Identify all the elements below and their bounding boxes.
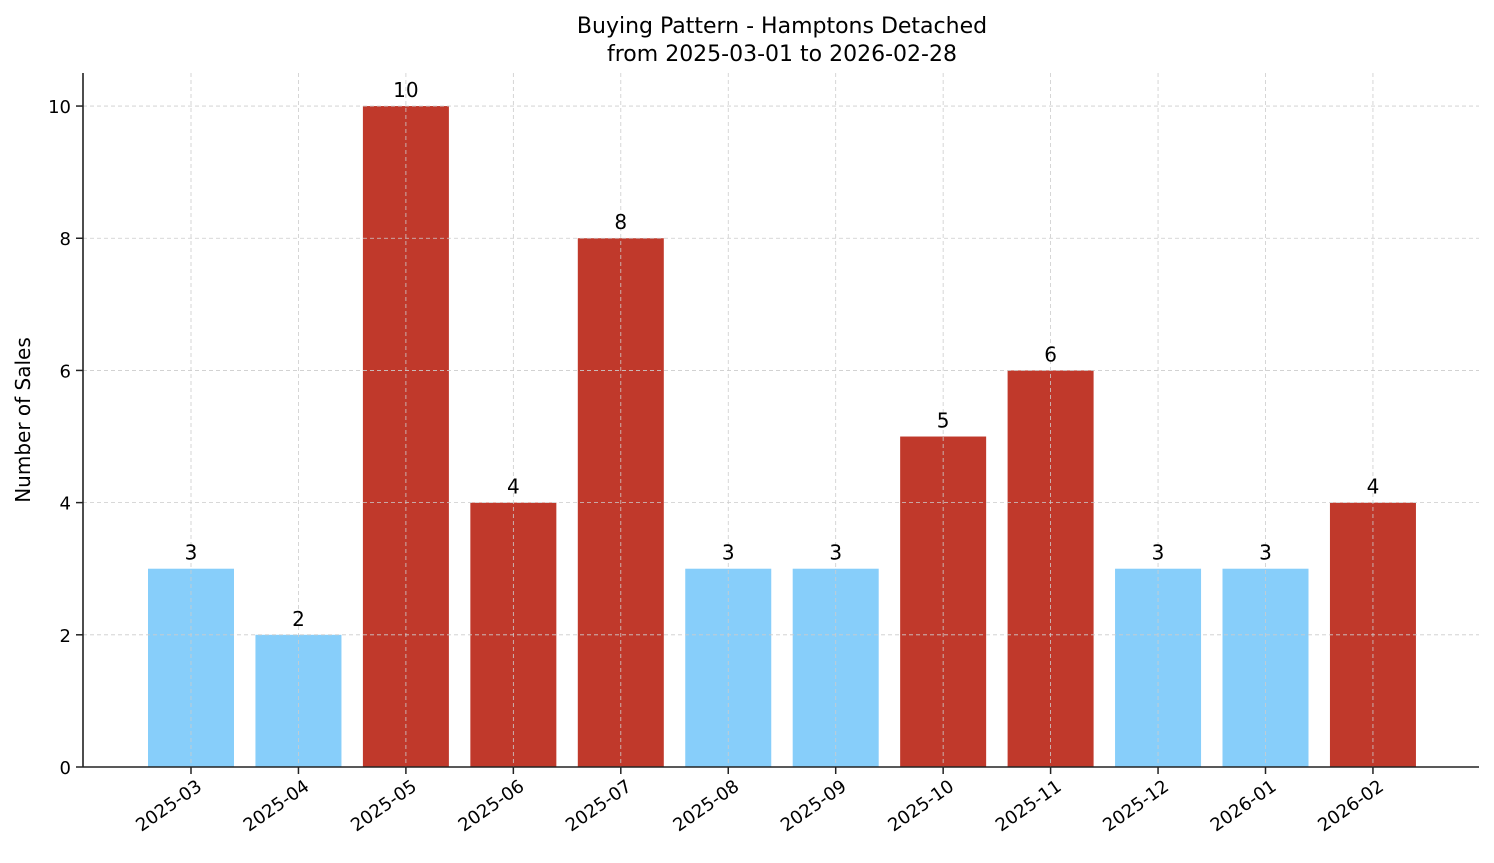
x-tick-label: 2025-04 (240, 776, 314, 836)
x-tick-label: 2025-08 (669, 776, 743, 836)
data-label: 4 (507, 475, 520, 499)
data-label: 4 (1367, 475, 1380, 499)
x-tick-label: 2025-07 (562, 776, 636, 836)
y-tick-label: 6 (60, 361, 71, 382)
data-label: 6 (1044, 342, 1057, 366)
data-label: 3 (722, 541, 735, 565)
x-tick-label: 2025-11 (992, 776, 1066, 836)
y-axis-label: Number of Sales (11, 337, 35, 503)
x-tick-label: 2025-12 (1099, 776, 1173, 836)
y-tick-label: 4 (60, 494, 71, 515)
x-tick-label: 2025-03 (132, 776, 206, 836)
x-tick-label: 2025-05 (347, 776, 421, 836)
data-label: 3 (1152, 541, 1165, 565)
x-tick-label: 2025-09 (777, 776, 851, 836)
y-tick-label: 0 (60, 758, 71, 779)
data-label: 10 (393, 78, 418, 102)
data-label: 3 (1259, 541, 1272, 565)
x-tick-label: 2026-02 (1314, 776, 1388, 836)
data-label: 3 (185, 541, 198, 565)
x-tick-label: 2025-06 (455, 776, 529, 836)
data-label: 3 (829, 541, 842, 565)
y-tick-label: 10 (48, 97, 71, 118)
chart-subtitle: from 2025-03-01 to 2026-02-28 (607, 42, 957, 67)
x-tick-label: 2025-10 (884, 776, 958, 836)
chart-title: Buying Pattern - Hamptons Detached (577, 14, 987, 39)
data-label: 2 (292, 607, 305, 631)
bar-2025-11 (1007, 370, 1094, 767)
data-label: 5 (937, 409, 950, 433)
x-tick-label: 2026-01 (1207, 776, 1281, 836)
y-tick-label: 2 (60, 626, 71, 647)
y-tick-label: 8 (60, 229, 71, 250)
data-label: 8 (614, 210, 627, 234)
bar-2025-05 (362, 106, 449, 768)
